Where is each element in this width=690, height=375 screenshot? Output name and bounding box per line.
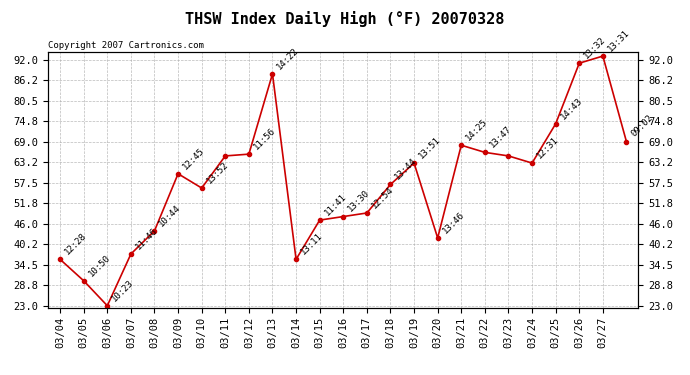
Text: 09:02: 09:02 <box>629 114 655 139</box>
Text: 13:31: 13:31 <box>606 28 631 53</box>
Text: 10:23: 10:23 <box>110 278 135 303</box>
Text: 10:50: 10:50 <box>86 253 112 278</box>
Text: 13:52: 13:52 <box>204 160 230 185</box>
Text: 11:41: 11:41 <box>322 192 348 217</box>
Text: THSW Index Daily High (°F) 20070328: THSW Index Daily High (°F) 20070328 <box>186 11 504 27</box>
Text: 14:25: 14:25 <box>464 117 489 142</box>
Text: 12:31: 12:31 <box>535 135 560 160</box>
Text: 13:30: 13:30 <box>346 188 371 214</box>
Text: 12:45: 12:45 <box>181 146 206 171</box>
Text: 10:44: 10:44 <box>157 202 183 228</box>
Text: 12:28: 12:28 <box>63 231 88 256</box>
Text: 14:22: 14:22 <box>275 46 301 71</box>
Text: 11:56: 11:56 <box>252 126 277 152</box>
Text: 13:46: 13:46 <box>440 210 466 235</box>
Text: 13:44: 13:44 <box>393 156 419 182</box>
Text: 13:47: 13:47 <box>488 124 513 150</box>
Text: 13:32: 13:32 <box>582 35 607 60</box>
Text: 13:11: 13:11 <box>299 231 324 256</box>
Text: 11:46: 11:46 <box>134 226 159 251</box>
Text: 13:51: 13:51 <box>417 135 442 160</box>
Text: 12:54: 12:54 <box>370 185 395 210</box>
Text: Copyright 2007 Cartronics.com: Copyright 2007 Cartronics.com <box>48 41 204 50</box>
Text: 14:43: 14:43 <box>558 96 584 121</box>
